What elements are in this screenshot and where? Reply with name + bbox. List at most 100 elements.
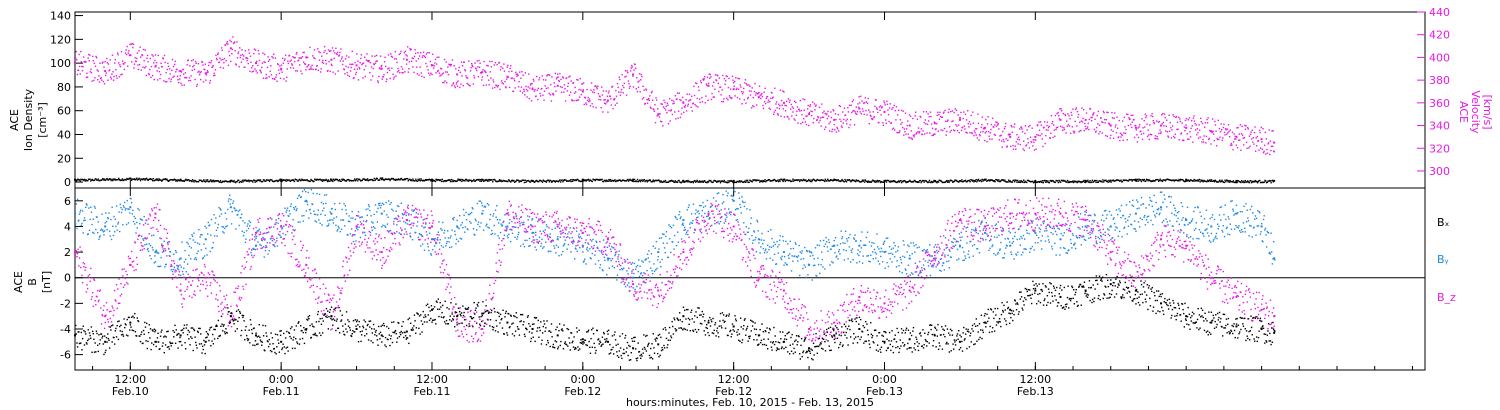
by-point	[397, 214, 399, 217]
density-point	[796, 179, 799, 182]
velocity-point	[116, 77, 118, 79]
velocity-point	[296, 70, 299, 72]
velocity-point	[82, 66, 84, 68]
density-point	[1272, 181, 1275, 183]
velocity-point	[1141, 138, 1144, 141]
by-point	[120, 206, 122, 209]
density-point	[985, 178, 987, 181]
density-point	[277, 180, 280, 182]
density-point	[968, 179, 971, 182]
velocity-point	[864, 102, 866, 104]
velocity-point	[78, 65, 81, 68]
density-point	[1075, 181, 1078, 183]
velocity-point	[80, 61, 83, 63]
velocity-point	[1026, 138, 1029, 140]
velocity-point	[1167, 135, 1169, 137]
velocity-point	[306, 66, 308, 68]
density-point	[150, 178, 152, 181]
velocity-point	[348, 75, 351, 78]
velocity-point	[162, 57, 165, 60]
density-point	[1179, 179, 1181, 182]
density-point	[509, 180, 511, 183]
by-point	[386, 223, 389, 225]
velocity-point	[263, 53, 266, 56]
density-point	[791, 180, 793, 182]
density-point	[1269, 180, 1272, 182]
velocity-point	[687, 103, 689, 105]
by-point	[602, 239, 605, 241]
density-point	[1224, 179, 1226, 181]
density-point	[387, 178, 389, 181]
density-point	[906, 181, 909, 183]
by-point	[714, 222, 716, 225]
by-point	[148, 243, 150, 245]
velocity-point	[995, 121, 997, 123]
by-point	[230, 198, 232, 201]
density-point	[875, 181, 877, 184]
velocity-point	[1211, 131, 1213, 134]
velocity-point	[901, 126, 904, 129]
by-point	[452, 217, 454, 220]
by-point	[116, 229, 118, 231]
density-point	[1053, 181, 1055, 183]
velocity-point	[139, 46, 141, 48]
velocity-point	[1151, 113, 1153, 115]
density-point	[206, 180, 208, 183]
velocity-point	[548, 92, 550, 95]
velocity-point	[532, 87, 534, 89]
density-point	[244, 179, 247, 181]
velocity-point	[552, 94, 555, 96]
velocity-point	[106, 62, 109, 64]
velocity-point	[485, 71, 487, 74]
velocity-point	[274, 78, 276, 81]
by-point	[458, 227, 460, 230]
density-point	[213, 179, 215, 182]
density-point	[1167, 178, 1169, 180]
velocity-point	[645, 89, 648, 91]
by-point	[154, 251, 157, 254]
velocity-point	[538, 77, 541, 79]
velocity-point	[216, 53, 219, 56]
velocity-point	[1237, 126, 1239, 129]
velocity-point	[255, 62, 258, 65]
velocity-point	[705, 95, 707, 97]
velocity-point	[783, 116, 786, 118]
velocity-point	[1137, 136, 1140, 139]
velocity-point	[1003, 127, 1006, 130]
velocity-point	[1072, 108, 1074, 110]
by-point	[245, 230, 248, 232]
x-tick-time: 0:00	[570, 373, 595, 386]
by-point	[716, 192, 719, 195]
velocity-point	[124, 52, 127, 54]
by-point	[684, 229, 687, 231]
velocity-point	[229, 39, 231, 42]
density-point	[354, 180, 357, 182]
density-point	[880, 180, 882, 183]
density-point	[1164, 179, 1166, 181]
velocity-point	[621, 84, 624, 87]
density-point	[700, 181, 703, 183]
density-point	[516, 179, 519, 181]
velocity-point	[451, 59, 454, 61]
by-point	[585, 248, 588, 251]
velocity-point	[184, 77, 186, 79]
velocity-point	[985, 118, 987, 121]
velocity-point	[544, 85, 546, 87]
density-point	[438, 179, 440, 182]
velocity-point	[180, 71, 183, 73]
density-point	[294, 178, 296, 180]
by-point	[590, 240, 593, 242]
velocity-point	[789, 99, 791, 101]
by-point	[124, 201, 126, 204]
density-point	[662, 181, 664, 183]
velocity-point	[1216, 137, 1218, 140]
velocity-point	[1102, 121, 1104, 124]
velocity-point	[319, 51, 321, 54]
velocity-point	[347, 74, 349, 76]
density-point	[444, 179, 446, 182]
by-point	[161, 251, 164, 253]
by-point	[379, 202, 381, 205]
velocity-point	[438, 56, 440, 58]
density-point	[566, 180, 569, 182]
by-point	[577, 235, 580, 237]
